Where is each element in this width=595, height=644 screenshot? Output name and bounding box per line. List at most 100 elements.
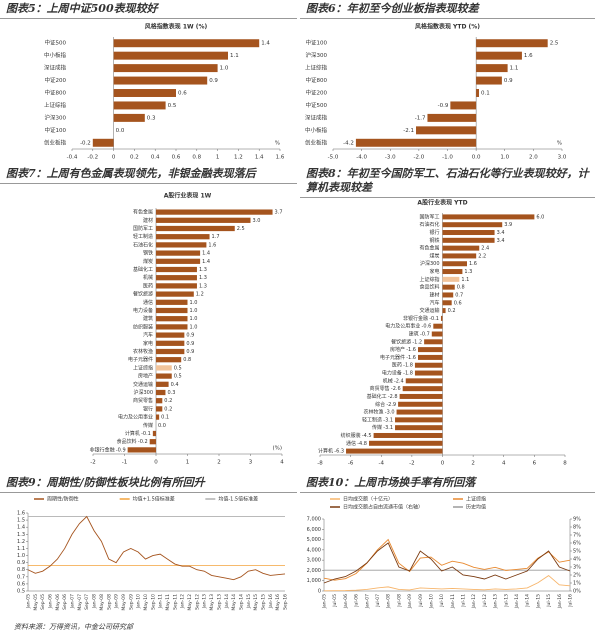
- x-tick-label: Jan-05: [322, 594, 328, 609]
- value-label: 2.4: [481, 246, 489, 252]
- x-tick-label: 6: [533, 461, 537, 467]
- series-line: [323, 542, 571, 584]
- bar: [149, 439, 156, 445]
- x-tick-label: 1.2: [234, 155, 243, 161]
- y-tick-label: 0.9: [17, 560, 25, 566]
- y-tick-label: 0.7: [17, 574, 25, 580]
- category-label: 建材: [429, 291, 439, 298]
- category-label: 石油石化: [419, 221, 439, 228]
- bar: [113, 76, 208, 85]
- value-label: 0.9: [209, 78, 218, 84]
- series-line: [323, 575, 571, 592]
- value-label: 0.1: [481, 91, 490, 97]
- category-label: 房地产: [390, 346, 405, 353]
- x-tick-label: 0.8: [192, 155, 201, 161]
- value-label: 1.3: [464, 269, 472, 275]
- category-label: 电力及公用事业: [118, 414, 153, 421]
- category-label: 电子元器件: [380, 354, 405, 361]
- value-label: 1.0: [190, 316, 198, 322]
- value-label: -0.7: [420, 332, 430, 338]
- category-label: 餐饮旅游: [133, 291, 153, 298]
- value-label: 1.6: [524, 53, 533, 59]
- category-label: 石油石化: [133, 241, 153, 248]
- category-label: 通信: [346, 440, 356, 447]
- x-tick-label: 0.2: [130, 155, 139, 161]
- category-label: 煤炭: [429, 252, 439, 259]
- x-tick-label: -2: [90, 460, 95, 466]
- unit-label: (%): [272, 446, 282, 452]
- x-tick-label: Jan-07: [70, 594, 76, 609]
- x-tick-label: Jan-16: [557, 594, 563, 609]
- y-tick-label: 4,000: [307, 547, 321, 553]
- x-tick-label: Jan-07: [364, 594, 370, 609]
- category-label: 中证500: [306, 101, 328, 109]
- legend-label: 日均成交额占自由流通市值（右轴）: [343, 504, 423, 511]
- value-label: -2.8: [388, 394, 398, 400]
- bar: [156, 291, 194, 297]
- bar: [405, 378, 443, 384]
- category-label: 家电: [143, 340, 153, 347]
- x-tick-label: Jan-13: [493, 594, 499, 609]
- category-label: 煤炭: [143, 258, 153, 265]
- value-label: 1.3: [199, 275, 207, 281]
- x-tick-label: 3: [249, 460, 253, 466]
- x-tick-label: May-08: [99, 594, 105, 611]
- category-label: 银行: [143, 405, 153, 412]
- category-label: 银行: [429, 229, 439, 236]
- figure-title: 图表8：年初至今国防军工、石油石化等行业表现较好，计算机表现较差: [300, 165, 595, 198]
- bar: [156, 373, 172, 379]
- bar: [92, 138, 114, 147]
- category-label: 非银行金融: [403, 315, 428, 322]
- value-label: 0.4: [171, 382, 179, 388]
- bar: [156, 389, 166, 396]
- bar: [395, 425, 443, 431]
- bar: [476, 51, 522, 60]
- category-label: 电力设备: [382, 370, 402, 377]
- value-label: 2.5: [237, 226, 245, 232]
- category-label: 沪深300: [133, 389, 153, 396]
- bar: [156, 217, 251, 223]
- category-label: 机械: [383, 377, 393, 384]
- bar: [476, 76, 502, 85]
- value-label: -1.2: [412, 339, 422, 345]
- y-tick-label: 1.0: [17, 553, 25, 559]
- x-tick-label: Jul-11: [461, 594, 467, 608]
- value-label: -0.1: [141, 431, 151, 437]
- x-tick-label: 1.4: [255, 155, 264, 161]
- figure: 图表6：年初至今创业板指表现较差 风格指数表现 YTD (%) -5.0 -4.0 -3…: [300, 0, 595, 160]
- value-label: 0.7: [455, 292, 463, 298]
- y2-tick-label: 6%: [573, 541, 581, 547]
- bar: [156, 225, 235, 232]
- x-tick-label: Jan-08: [386, 594, 392, 609]
- value-label: 0.9: [186, 349, 194, 355]
- value-label: 0.5: [174, 374, 182, 380]
- y2-tick-label: 2%: [573, 573, 581, 579]
- value-label: -3.0: [385, 410, 395, 416]
- value-label: 0.6: [178, 91, 187, 97]
- category-label: 轻工制造: [133, 233, 153, 240]
- bar: [450, 101, 477, 110]
- series-line: [27, 515, 286, 581]
- category-label: 钢铁: [143, 250, 153, 257]
- x-tick-label: Jul-13: [503, 594, 509, 608]
- value-label: 0.0: [158, 423, 166, 429]
- x-tick-label: Jul-15: [546, 594, 552, 608]
- x-tick-label: Jan-11: [450, 594, 456, 609]
- value-label: 1.4: [261, 41, 270, 47]
- category-label: 餐饮旅游: [391, 338, 411, 345]
- category-label: 国防军工: [133, 225, 153, 232]
- value-label: 0.3: [147, 115, 156, 121]
- bar: [442, 276, 460, 282]
- chart: 风格指数表现 YTD (%) -5.0 -4.0 -3.0 -2.0 -1.0 0.0 1.0…: [305, 23, 567, 161]
- bar: [113, 113, 145, 122]
- x-tick-label: Jul-08: [396, 594, 402, 608]
- bar: [416, 126, 477, 135]
- bar: [442, 300, 452, 306]
- x-tick-label: Sep-08: [106, 594, 112, 610]
- category-label: 建筑: [143, 315, 153, 322]
- series-line: [323, 538, 571, 581]
- category-label: 纺织服装: [133, 323, 153, 330]
- x-tick-label: Jul-10: [439, 594, 445, 608]
- x-tick-label: 8: [563, 461, 567, 467]
- bar: [113, 101, 166, 110]
